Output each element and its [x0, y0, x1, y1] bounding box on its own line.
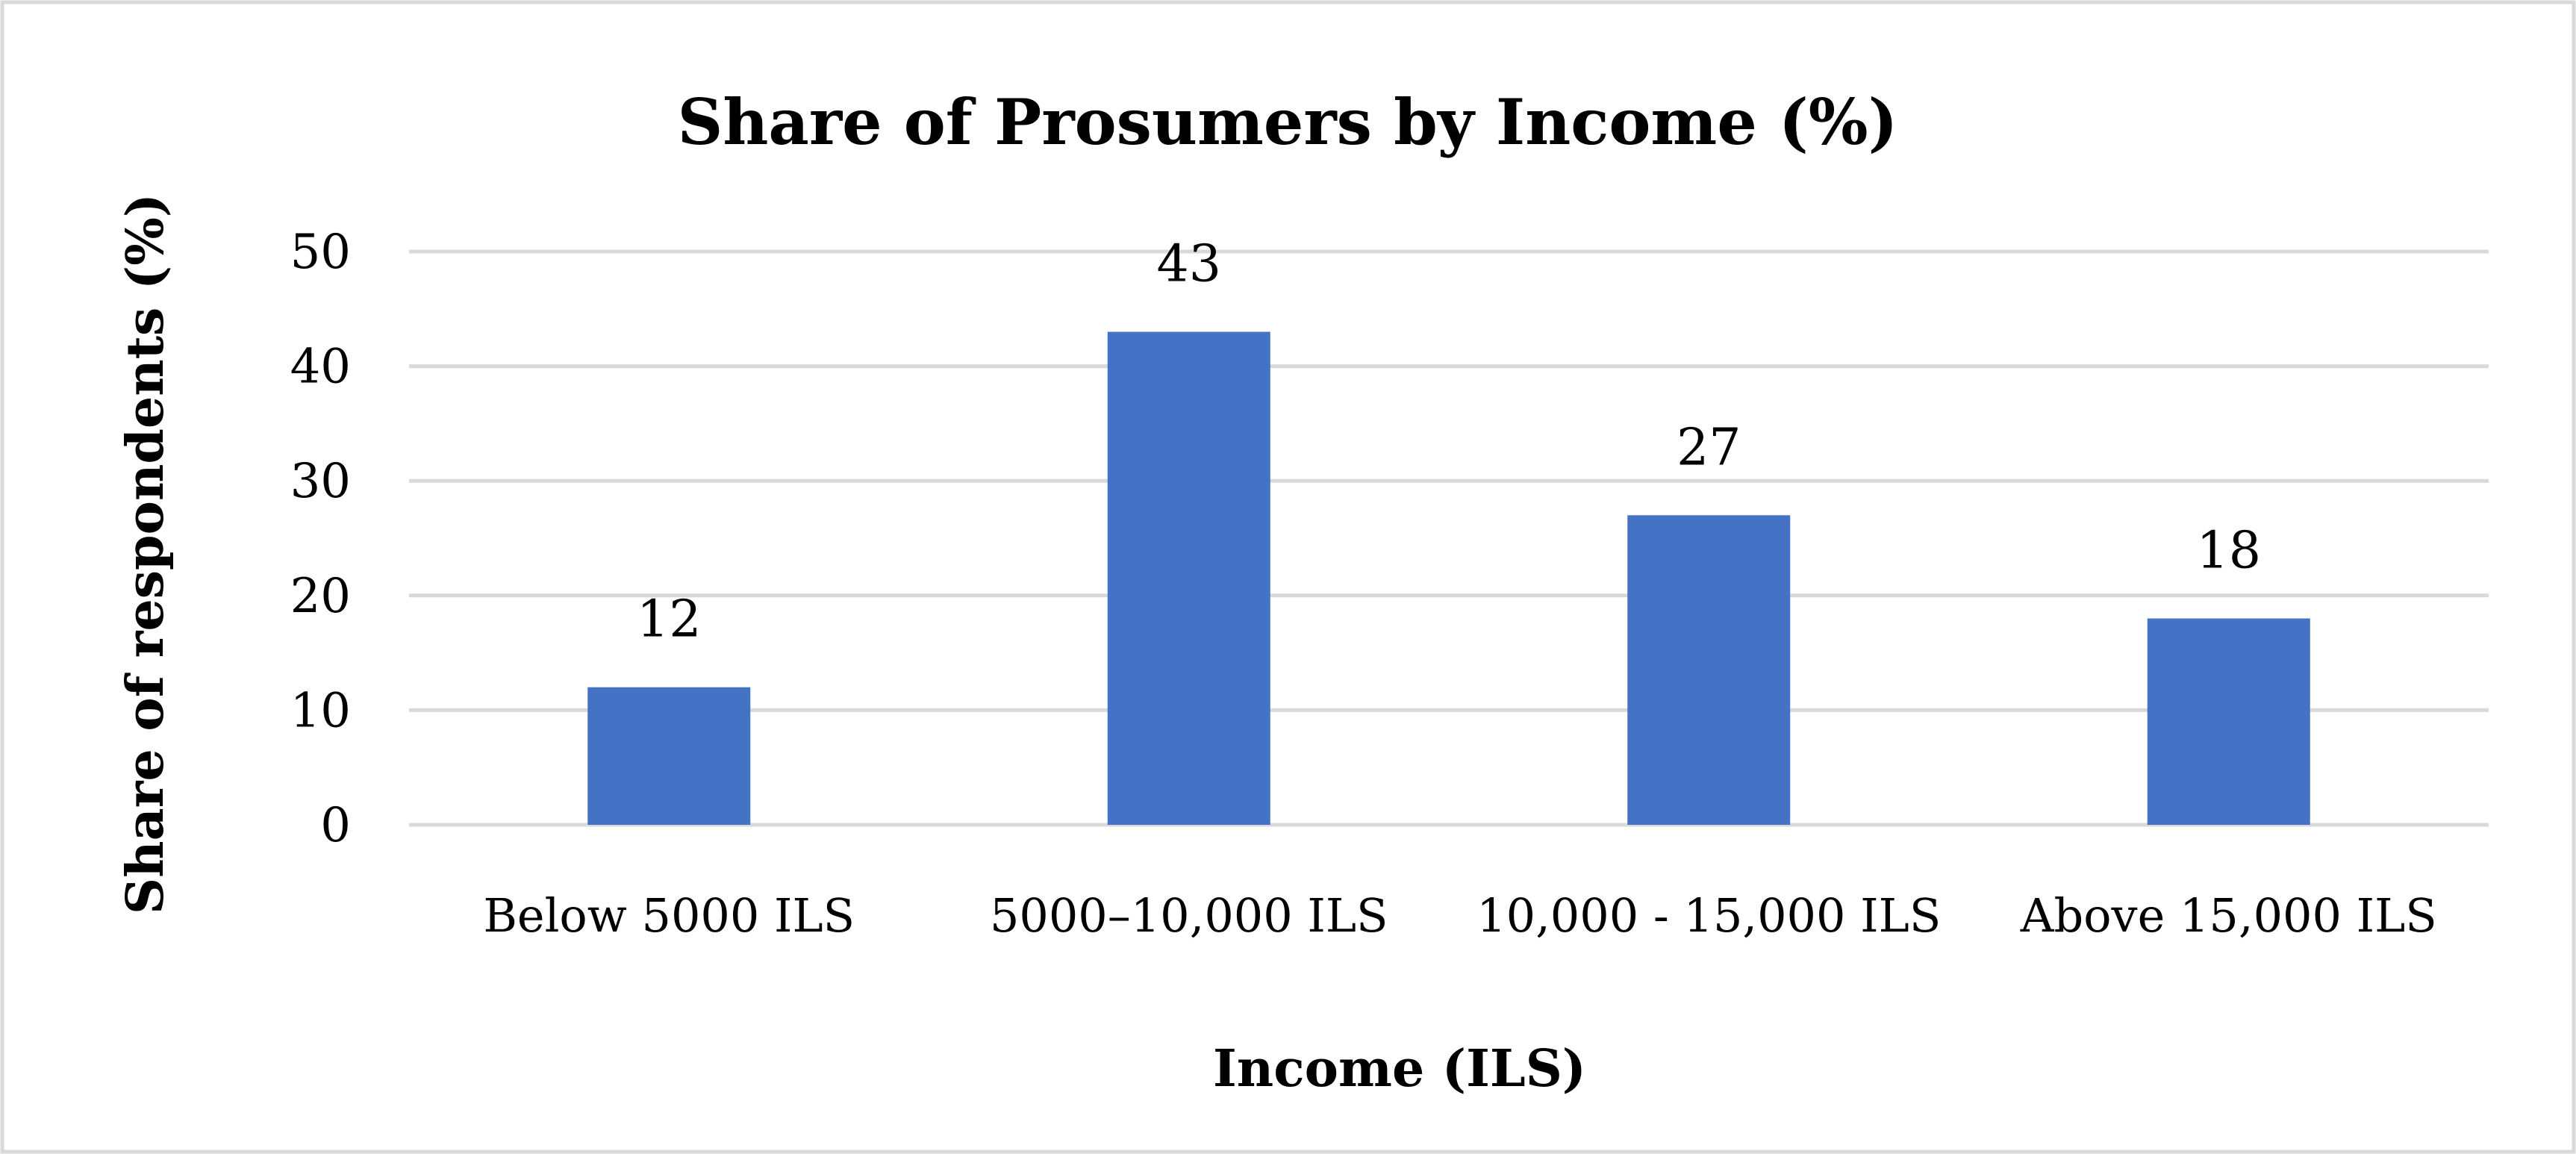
- bar: [1627, 515, 1791, 825]
- category-label: Above 15,000 ILS: [2020, 888, 2437, 943]
- x-axis-title: Income (ILS): [1213, 1039, 1586, 1099]
- data-label: 12: [637, 590, 702, 649]
- data-labels: 12 43 27 18: [637, 235, 2261, 649]
- bar: [1107, 331, 1270, 825]
- y-tick-label: 0: [320, 798, 351, 853]
- y-axis-title: Share of respondents (%): [116, 193, 175, 914]
- data-label: 43: [1156, 235, 1221, 294]
- y-tick-label: 30: [290, 454, 351, 509]
- chart-title: Share of Prosumers by Income (%): [678, 85, 1898, 159]
- data-label: 18: [2196, 522, 2261, 581]
- category-label: 10,000 - 15,000 ILS: [1476, 888, 1941, 943]
- data-label: 27: [1677, 418, 1741, 477]
- y-tick-label: 50: [290, 225, 351, 280]
- y-tick-labels: 0 10 20 30 40 50: [290, 225, 351, 853]
- bars: [587, 331, 2310, 825]
- y-tick-label: 20: [290, 569, 351, 624]
- category-labels: Below 5000 ILS 5000–10,000 ILS 10,000 - 15…: [483, 888, 2436, 943]
- category-label: 5000–10,000 ILS: [990, 888, 1388, 943]
- gridlines: [409, 249, 2489, 827]
- bar: [587, 687, 751, 825]
- bar: [2147, 618, 2310, 825]
- category-label: Below 5000 ILS: [483, 888, 855, 943]
- y-tick-label: 40: [290, 340, 351, 395]
- y-tick-label: 10: [290, 683, 351, 738]
